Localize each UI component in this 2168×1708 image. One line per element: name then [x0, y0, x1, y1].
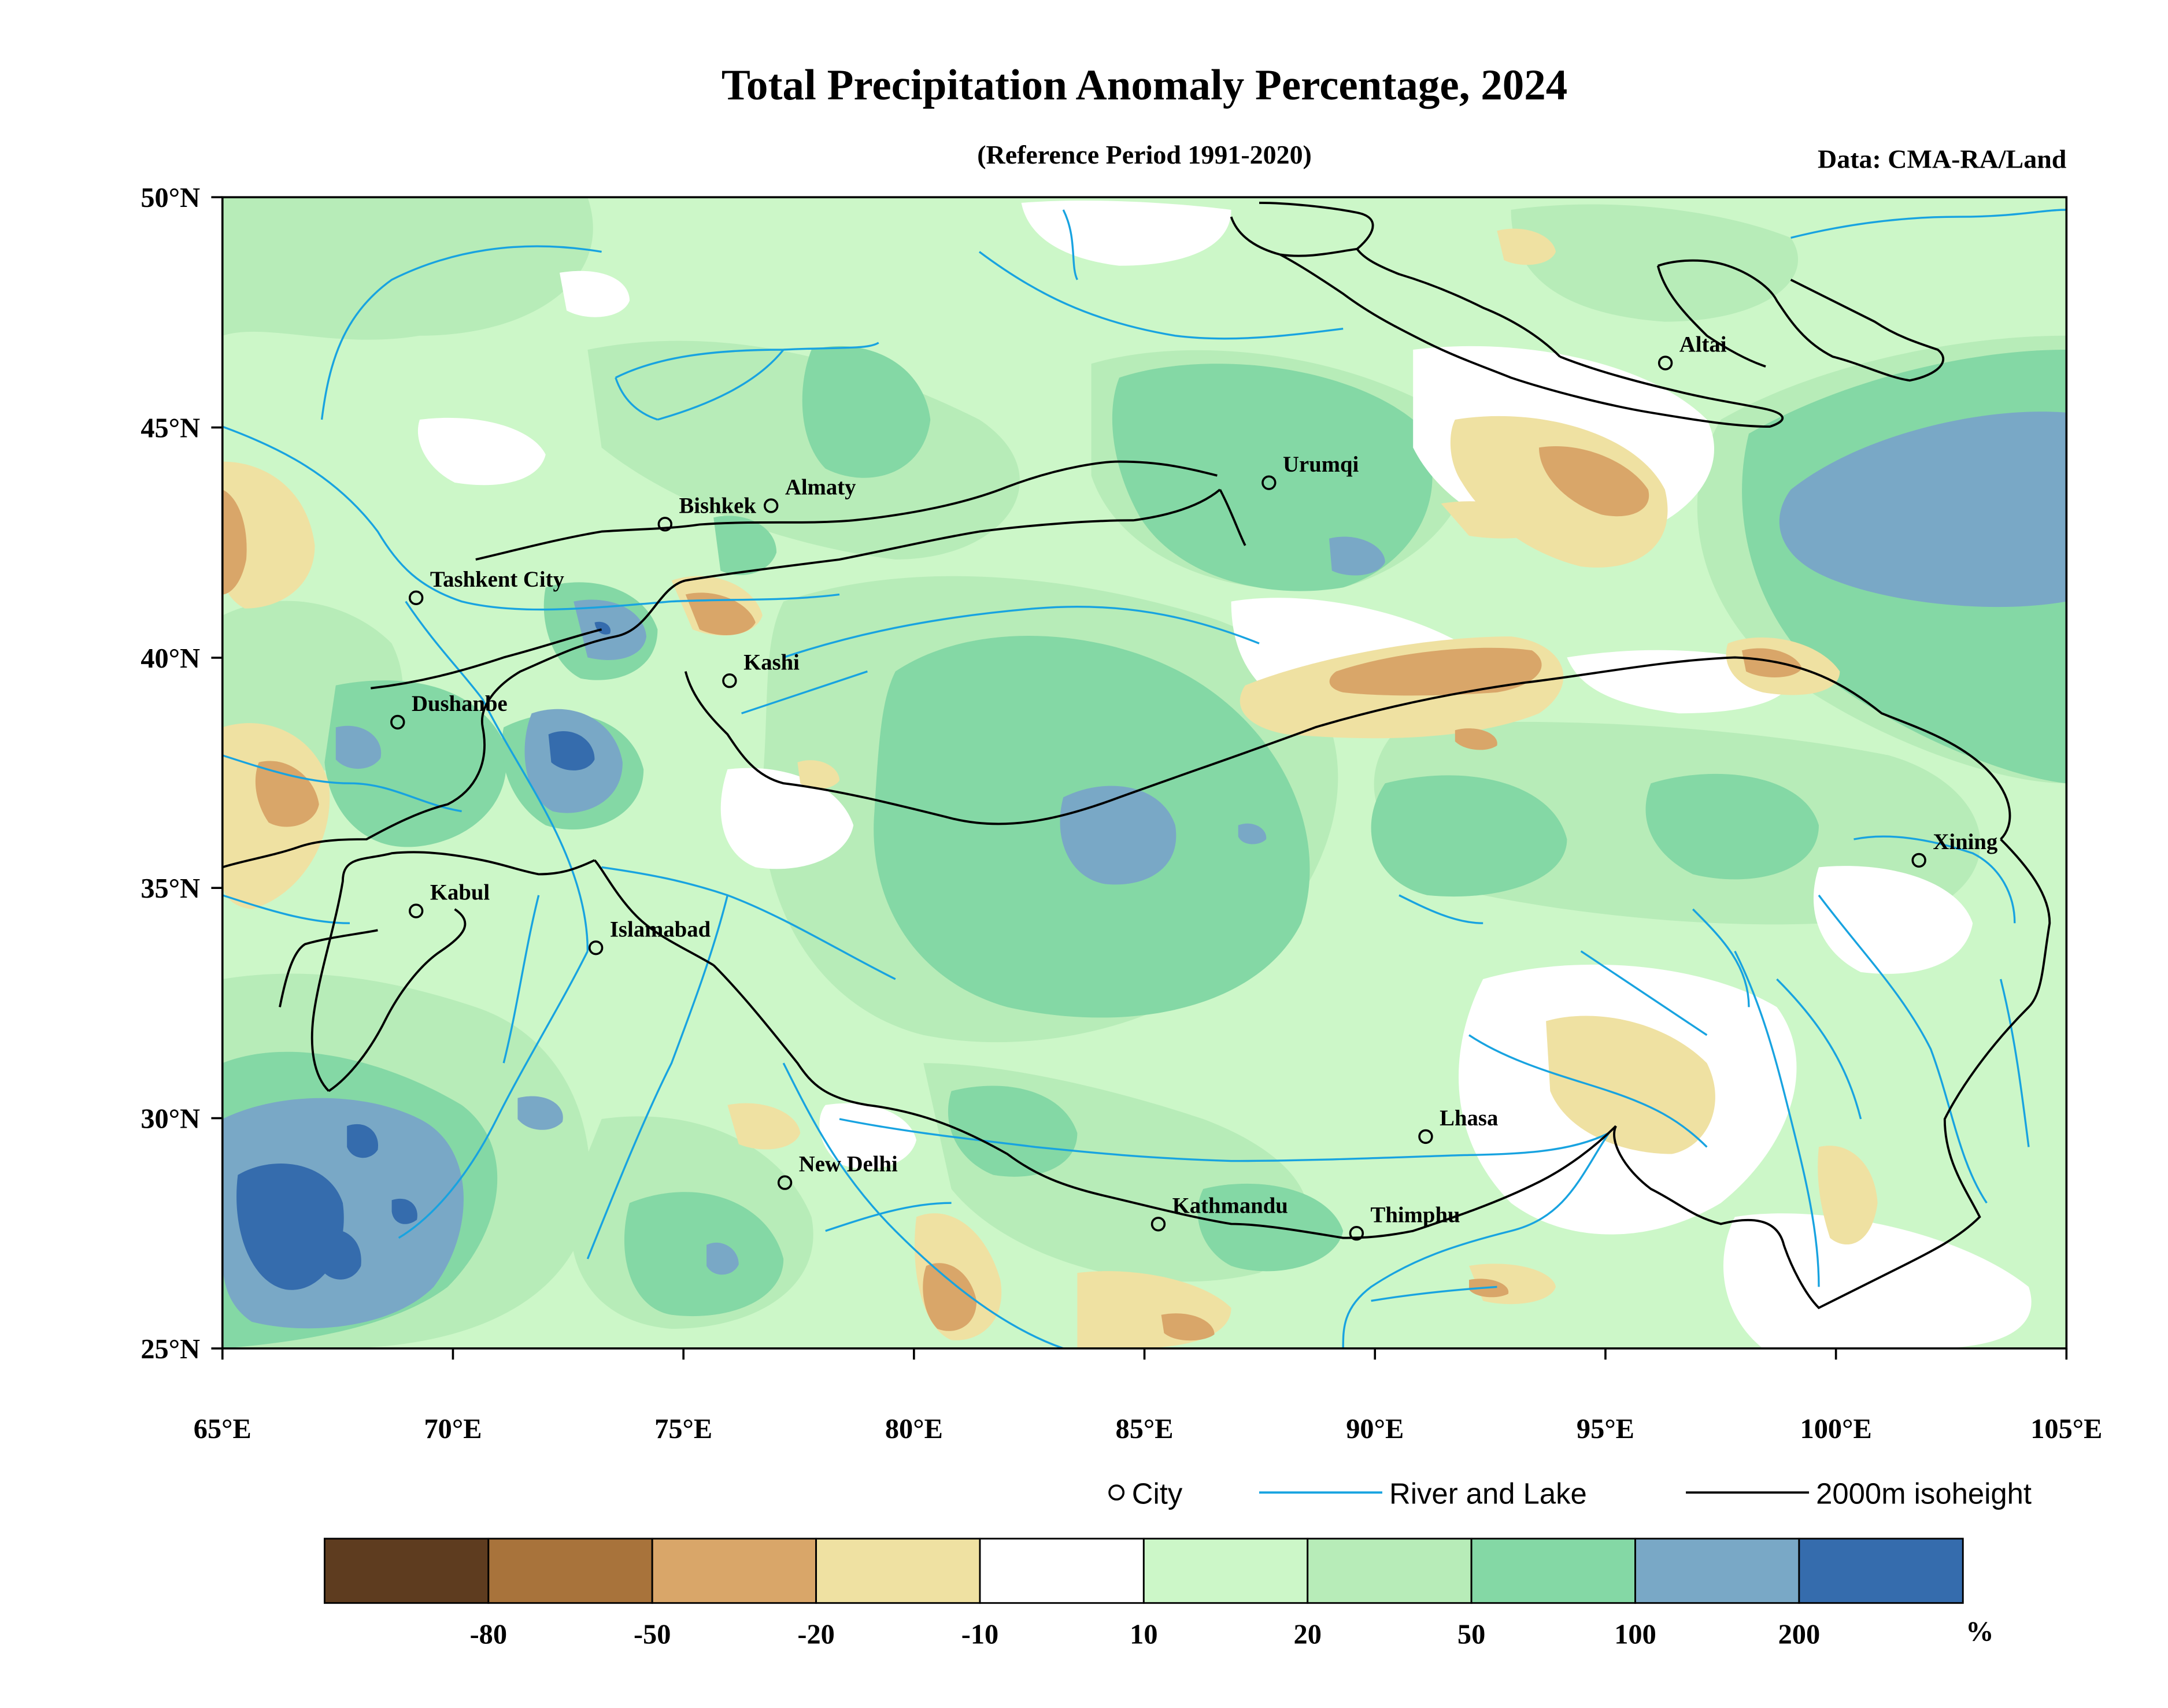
colorbar-swatch — [1307, 1537, 1473, 1604]
lat-tick-label: 50°N — [140, 183, 200, 213]
legend-isoheight-label: 2000m isoheight — [1816, 1477, 2032, 1510]
lon-tick-label: 90°E — [1346, 1414, 1404, 1444]
city-marker — [408, 590, 424, 606]
colorbar-swatch — [815, 1537, 981, 1604]
city-label: Lhasa — [1440, 1106, 1498, 1131]
lat-tick-label: 25°N — [140, 1334, 200, 1365]
colorbar-swatch — [1470, 1537, 1636, 1604]
colorbar-label: 100 — [1614, 1619, 1656, 1650]
city-marker — [1658, 355, 1673, 371]
colorbar-label: -20 — [797, 1619, 835, 1650]
colorbar-label: -80 — [470, 1619, 508, 1650]
city-label: Altai — [1679, 332, 1727, 357]
lon-tick-label: 100°E — [1800, 1414, 1872, 1444]
city-marker — [1261, 475, 1277, 490]
legend-city-label: City — [1132, 1477, 1183, 1510]
city-marker — [1150, 1217, 1166, 1232]
data-source: Data: CMA-RA/Land — [1818, 144, 2067, 173]
city-label: Thimphu — [1371, 1202, 1460, 1227]
colorbar-swatch — [651, 1537, 817, 1604]
colorbar-label: -10 — [961, 1619, 999, 1650]
city-marker — [1418, 1129, 1433, 1144]
colorbar-unit: % — [1966, 1617, 1993, 1647]
lat-tick-label: 45°N — [140, 413, 200, 443]
city-label: Urumqi — [1283, 452, 1359, 477]
lon-tick-label: 85°E — [1116, 1414, 1174, 1444]
isoheight-2000m — [222, 201, 2051, 1310]
legend-river-label: River and Lake — [1389, 1477, 1587, 1510]
rivers-and-lakes — [222, 209, 2067, 1348]
city-label: Kathmandu — [1172, 1193, 1288, 1218]
colorbar-swatch — [1634, 1537, 1800, 1604]
city-markers: Altai Urumqi Bishkek Almaty Tashkent City Kas… — [390, 332, 1997, 1241]
figure-title: Total Precipitation Anomaly Percentage, … — [722, 61, 1567, 109]
city-label: Kabul — [430, 880, 490, 905]
lon-tick-label: 75°E — [654, 1414, 712, 1444]
city-marker — [657, 517, 672, 532]
lon-tick-label: 70°E — [424, 1414, 482, 1444]
colorbar-swatch — [323, 1537, 490, 1604]
city-label: Tashkent City — [430, 567, 564, 592]
city-label: New Delhi — [799, 1152, 898, 1177]
colorbar-swatch — [487, 1537, 653, 1604]
colorbar-label: 10 — [1130, 1619, 1157, 1650]
anomaly-map: Altai Urumqi Bishkek Almaty Tashkent City Kas… — [222, 197, 2067, 1348]
lon-tick-label: 105°E — [2030, 1414, 2102, 1444]
city-marker — [1911, 853, 1926, 868]
colorbar: -80 -50 -20 -10 10 20 50 100 200% — [323, 1537, 1993, 1650]
city-label: Xining — [1933, 829, 1997, 854]
lon-tick-label: 95°E — [1577, 1414, 1634, 1444]
city-label: Almaty — [785, 475, 856, 500]
anomaly-over-200-regions — [236, 621, 611, 1290]
city-marker — [588, 940, 604, 955]
colorbar-label: 50 — [1457, 1619, 1485, 1650]
anomaly-minus20-minus50-regions — [222, 446, 1802, 1341]
city-marker — [722, 673, 737, 688]
lon-tick-label: 80°E — [885, 1414, 943, 1444]
lat-tick-label: 35°N — [140, 873, 200, 904]
colorbar-label: 20 — [1294, 1619, 1322, 1650]
city-marker — [777, 1175, 793, 1190]
city-marker — [1349, 1226, 1364, 1241]
city-marker — [408, 903, 424, 918]
colorbar-label: -50 — [634, 1619, 671, 1650]
latitude-axis: 50°N 45°N 40°N 35°N 30°N 25°N — [140, 183, 223, 1365]
figure-subtitle: (Reference Period 1991-2020) — [977, 140, 1312, 169]
lon-tick-label: 65°E — [194, 1414, 251, 1444]
colorbar-label: 200 — [1778, 1619, 1821, 1650]
city-legend-icon — [1108, 1484, 1125, 1501]
city-label: Dushanbe — [412, 691, 508, 716]
lat-tick-label: 40°N — [140, 643, 200, 674]
lat-tick-label: 30°N — [140, 1103, 200, 1134]
colorbar-swatch — [1142, 1537, 1309, 1604]
city-marker — [763, 498, 779, 513]
city-label: Kashi — [743, 650, 800, 675]
map-legend: City River and Lake 2000m isoheight — [1108, 1477, 2032, 1510]
colorbar-swatch — [979, 1537, 1145, 1604]
longitude-axis: 65°E 70°E 75°E 80°E 85°E 90°E 95°E 100°E 105°E — [194, 1348, 2102, 1444]
city-marker — [390, 714, 405, 730]
colorbar-swatch — [1798, 1537, 1964, 1604]
city-label: Bishkek — [679, 493, 756, 518]
city-label: Islamabad — [610, 917, 711, 942]
